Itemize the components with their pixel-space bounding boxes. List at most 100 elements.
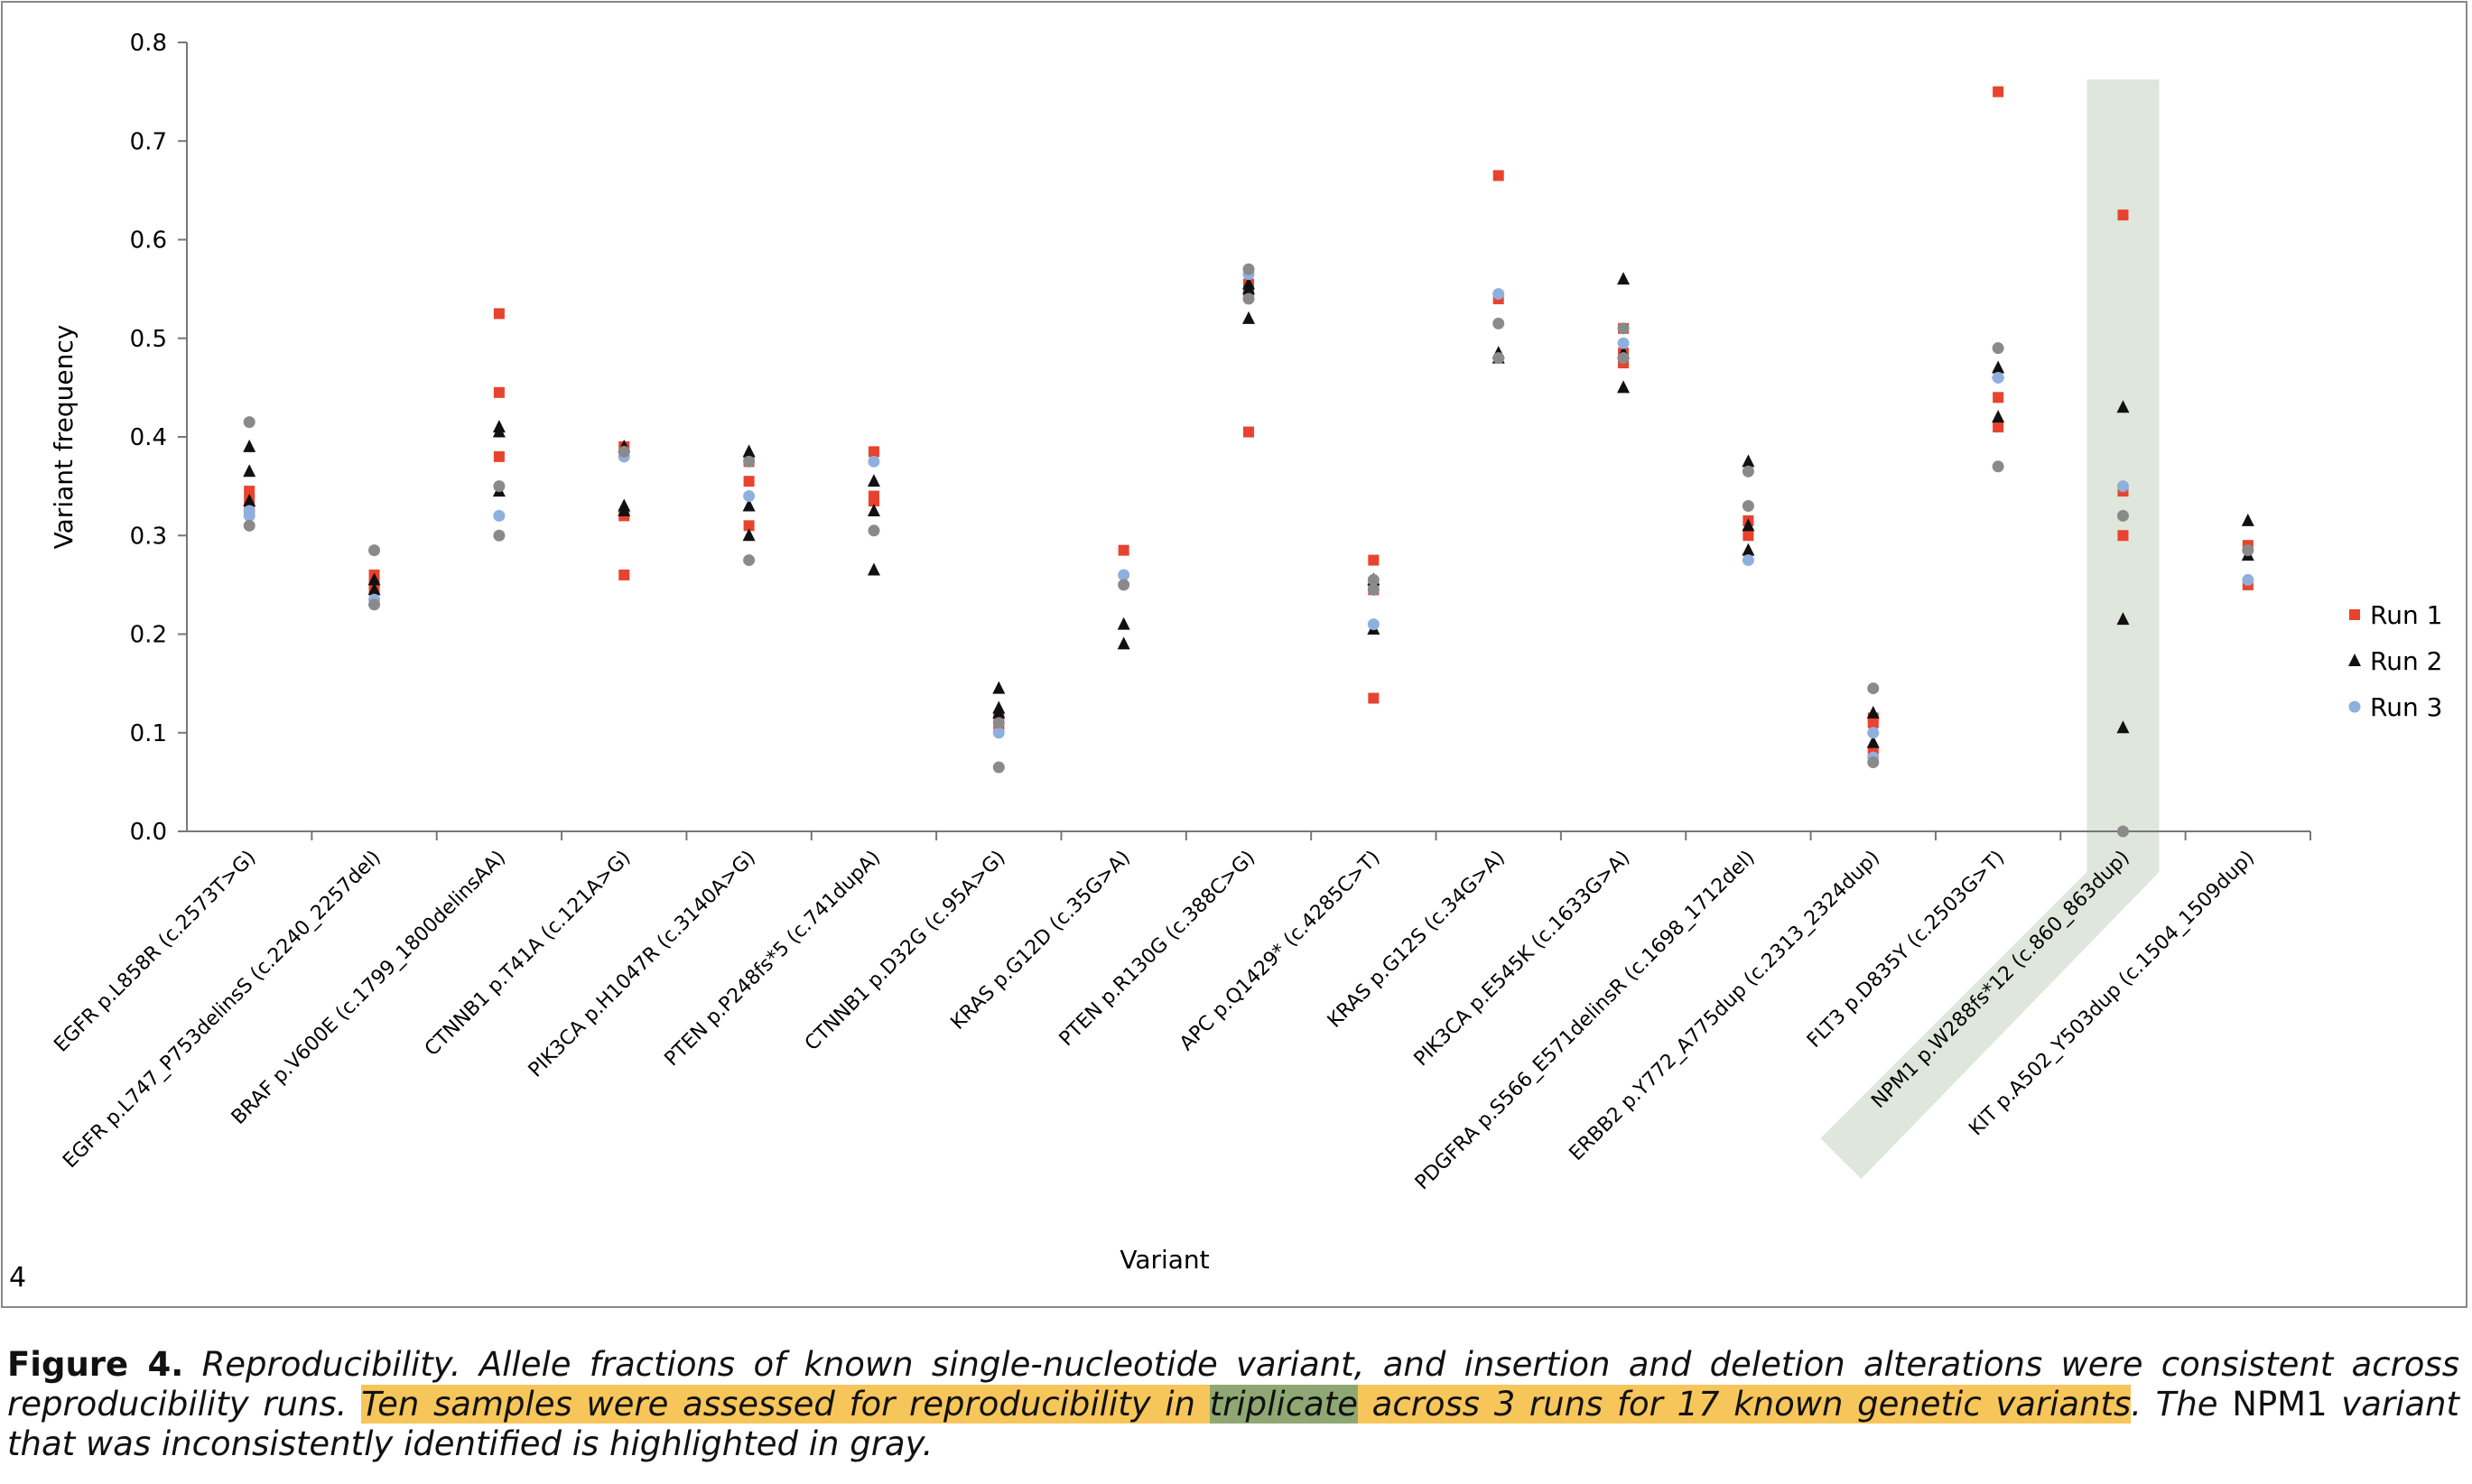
point bbox=[493, 308, 505, 320]
point bbox=[243, 509, 256, 522]
point bbox=[1117, 636, 1130, 650]
point bbox=[1242, 311, 1255, 324]
point bbox=[2116, 612, 2130, 626]
point bbox=[743, 455, 756, 468]
panel-label: 4 bbox=[9, 1262, 26, 1294]
point bbox=[493, 450, 505, 462]
point bbox=[1617, 380, 1631, 394]
point bbox=[492, 424, 506, 438]
y-tick-label: 0.6 bbox=[130, 227, 167, 255]
point bbox=[2242, 573, 2254, 586]
point bbox=[493, 480, 506, 493]
x-tick-label: BRAF p.V600E (c.1799_1800delinsAA) bbox=[228, 847, 510, 1129]
point bbox=[1867, 717, 1879, 728]
point bbox=[493, 509, 506, 522]
y-tick-label: 0.7 bbox=[130, 128, 167, 155]
point bbox=[1742, 530, 1754, 542]
x-tick-label: PIK3CA p.E545K (c.1633G>A) bbox=[1410, 847, 1635, 1071]
point bbox=[1117, 617, 1130, 630]
point bbox=[992, 681, 1006, 694]
point bbox=[367, 572, 381, 586]
point bbox=[1992, 460, 2004, 473]
point bbox=[493, 386, 505, 398]
point bbox=[2242, 544, 2254, 557]
point bbox=[1867, 727, 1880, 739]
point bbox=[742, 444, 756, 458]
point bbox=[2116, 825, 2129, 838]
x-tick-label: CTNNB1 p.D32G (c.95A>G) bbox=[801, 847, 1010, 1056]
point bbox=[1617, 272, 1631, 285]
point bbox=[1118, 569, 1130, 581]
y-tick-label: 0.1 bbox=[130, 720, 167, 747]
point bbox=[1617, 337, 1630, 349]
point bbox=[1242, 292, 1255, 305]
highlight-band bbox=[1820, 79, 2160, 1179]
caption-text: Reproducibility. Allele fractions of kno… bbox=[7, 1345, 2459, 1424]
point bbox=[1742, 454, 1755, 468]
y-tick-label: 0.2 bbox=[130, 622, 167, 649]
legend-marker bbox=[2348, 700, 2361, 713]
point bbox=[742, 498, 756, 512]
point bbox=[2117, 530, 2129, 542]
x-tick-label: PTEN p.R130G (c.388C>G) bbox=[1055, 847, 1260, 1052]
point bbox=[1617, 352, 1630, 365]
y-tick-label: 0.3 bbox=[130, 523, 167, 550]
point bbox=[1118, 544, 1129, 556]
point bbox=[867, 474, 880, 487]
point bbox=[368, 544, 381, 557]
point bbox=[367, 582, 381, 596]
point bbox=[244, 486, 256, 497]
x-tick-label: PIK3CA p.H1047R (c.3140A>G) bbox=[525, 847, 760, 1082]
point bbox=[2116, 509, 2129, 522]
point bbox=[743, 520, 755, 532]
point bbox=[1492, 352, 1505, 365]
point bbox=[1742, 554, 1754, 567]
point bbox=[1992, 371, 2004, 384]
point bbox=[1492, 170, 1504, 181]
caption-gene: NPM1 bbox=[2232, 1385, 2328, 1424]
point bbox=[243, 519, 256, 532]
point bbox=[1118, 579, 1130, 591]
point bbox=[1492, 288, 1505, 301]
point bbox=[368, 598, 381, 611]
point bbox=[243, 464, 256, 478]
point bbox=[1742, 518, 1755, 532]
legend-label: Run 2 bbox=[2370, 646, 2442, 676]
legend-marker bbox=[2349, 609, 2360, 620]
point bbox=[992, 705, 1006, 719]
point bbox=[618, 445, 630, 458]
y-tick-label: 0.5 bbox=[130, 326, 167, 353]
point bbox=[243, 494, 256, 507]
point bbox=[1993, 86, 2004, 97]
point bbox=[1992, 360, 2005, 374]
x-tick-label: PTEN p.P248fs*5 (c.741dupA) bbox=[661, 847, 886, 1071]
point bbox=[243, 439, 256, 452]
x-tick-label: NPM1 p.W288fs*12 (c.860_863dup) bbox=[1867, 847, 2133, 1113]
point bbox=[1242, 282, 1255, 295]
point bbox=[1993, 392, 2004, 403]
frame bbox=[1, 1, 2467, 1308]
point bbox=[868, 446, 879, 458]
point bbox=[618, 569, 630, 580]
x-axis-label: Variant bbox=[1120, 1245, 1209, 1275]
legend-label: Run 3 bbox=[2370, 692, 2442, 722]
caption-label: Figure 4. bbox=[7, 1345, 184, 1384]
caption-text: variant that was inconsistently identifi… bbox=[7, 1385, 2459, 1463]
point bbox=[1742, 543, 1755, 556]
point bbox=[1992, 342, 2004, 355]
point bbox=[1742, 499, 1754, 512]
point bbox=[2116, 720, 2130, 734]
legend-marker bbox=[2348, 654, 2361, 666]
caption-highlight: across 3 runs for 17 known genetic varia… bbox=[1358, 1385, 2132, 1424]
point bbox=[1742, 465, 1754, 478]
point bbox=[868, 490, 879, 502]
point bbox=[1867, 682, 1880, 695]
point bbox=[493, 529, 506, 542]
caption-text: . The bbox=[2131, 1385, 2233, 1424]
chart: Variant frequency Variant 4 0.0 0.1 0.2 0.3… bbox=[1, 1, 2467, 1308]
point bbox=[1243, 426, 1254, 438]
point bbox=[743, 476, 755, 487]
caption-highlight: Ten samples were assessed for reproducib… bbox=[361, 1385, 1210, 1424]
x-tick-label: EGFR p.L858R (c.2573T>G) bbox=[50, 847, 260, 1057]
